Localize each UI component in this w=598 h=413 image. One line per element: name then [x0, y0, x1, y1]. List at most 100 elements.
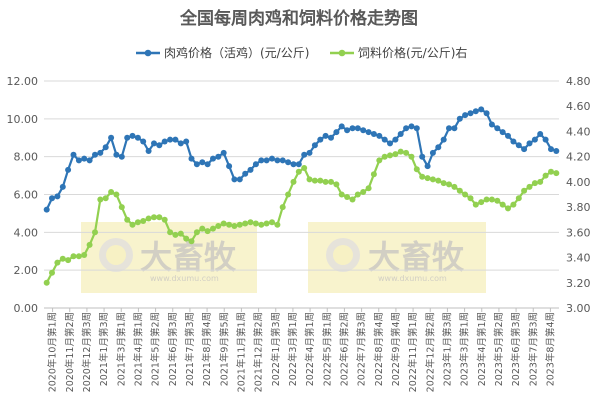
y-right-tick-label: 3.20 — [566, 277, 591, 290]
data-point — [521, 187, 528, 194]
data-point — [263, 220, 270, 227]
x-axis: 2020年10月第1周 2020年11月第2周 2020年12月第3周 2021年1月… — [44, 307, 559, 392]
data-point — [172, 231, 179, 238]
data-point — [370, 171, 377, 178]
data-point — [338, 123, 345, 130]
data-point — [360, 189, 367, 195]
data-point — [392, 136, 399, 143]
x-tick-label: 2023年6月第3周 — [510, 312, 522, 386]
data-point — [510, 138, 517, 145]
data-point — [70, 253, 77, 260]
data-point — [317, 177, 324, 184]
y-axis-left: 0.00 2.00 4.00 6.00 8.00 10.00 12.00 — [7, 75, 39, 315]
data-point — [462, 112, 469, 119]
data-point — [129, 132, 136, 139]
data-point — [451, 183, 458, 190]
data-point — [167, 229, 174, 236]
data-point — [488, 121, 495, 128]
data-point — [311, 177, 318, 184]
data-point — [424, 175, 431, 182]
y-right-tick-label: 3.80 — [566, 201, 591, 214]
y-right-tick-label: 4.40 — [566, 125, 591, 138]
data-point — [392, 151, 399, 158]
y-right-tick-label: 3.60 — [566, 226, 591, 239]
legend: 肉鸡价格（活鸡）(元/公斤) 饲料价格(元/公斤)右 — [136, 45, 467, 60]
data-point — [70, 151, 77, 158]
data-point — [54, 259, 61, 266]
data-point — [118, 153, 125, 160]
data-point — [285, 191, 292, 198]
data-point — [322, 132, 329, 139]
data-point — [226, 221, 233, 228]
data-point — [413, 125, 420, 132]
data-point — [75, 157, 82, 164]
data-point — [193, 229, 200, 236]
data-point — [408, 123, 415, 130]
data-point — [526, 140, 533, 147]
watermark-url: www.dxumu.com — [378, 274, 447, 283]
y-right-tick-label: 4.00 — [566, 176, 591, 189]
data-point — [285, 159, 292, 166]
x-tick-label: 2021年6月第3周 — [167, 312, 179, 386]
data-point — [151, 214, 157, 221]
data-point — [43, 206, 50, 213]
data-point — [295, 161, 302, 168]
data-point — [403, 125, 410, 132]
x-tick-label: 2020年12月第3周 — [81, 312, 93, 392]
data-point — [65, 166, 72, 173]
data-point — [381, 136, 388, 143]
x-tick-label: 2022年5月第1周 — [321, 312, 333, 386]
data-point — [349, 196, 356, 203]
y-right-tick-label: 3.00 — [566, 302, 591, 315]
data-point — [177, 230, 184, 237]
data-point — [134, 134, 141, 141]
data-point — [354, 191, 361, 198]
x-tick-label: 2023年8月第4周 — [544, 312, 556, 386]
data-point — [505, 205, 511, 212]
data-point — [258, 221, 265, 228]
data-point — [236, 176, 243, 183]
data-point — [376, 132, 383, 139]
data-point — [97, 149, 104, 156]
data-point — [429, 176, 436, 183]
data-point — [456, 187, 463, 194]
y-left-tick-label: 10.00 — [7, 113, 39, 126]
data-point — [161, 138, 168, 145]
data-point — [113, 191, 120, 198]
data-point — [156, 214, 163, 221]
x-tick-label: 2021年3月第1周 — [115, 312, 127, 386]
x-tick-label: 2022年8月第4周 — [373, 312, 385, 386]
data-point — [279, 204, 286, 211]
legend-label-feed: 饲料价格(元/公斤)右 — [358, 45, 467, 60]
data-point — [97, 196, 104, 203]
data-point — [49, 195, 55, 202]
data-point — [531, 180, 538, 187]
x-tick-label: 2022年6月第2周 — [338, 312, 350, 386]
data-point — [435, 177, 442, 184]
data-point — [542, 172, 549, 179]
data-point — [446, 125, 452, 132]
data-point — [403, 149, 410, 156]
legend-label-chicken: 肉鸡价格（活鸡）(元/公斤) — [164, 45, 309, 60]
data-point — [301, 165, 308, 171]
legend-marker-chicken — [144, 49, 152, 57]
data-point — [494, 125, 501, 132]
data-point — [247, 219, 254, 226]
data-point — [537, 178, 544, 185]
data-point — [177, 140, 184, 147]
data-point — [553, 148, 560, 154]
data-point — [54, 193, 61, 200]
x-tick-label: 2022年9月第4周 — [390, 312, 402, 386]
data-point — [499, 201, 506, 208]
data-point — [86, 241, 93, 248]
x-tick-label: 2020年11月第2周 — [64, 312, 76, 392]
data-point — [65, 257, 72, 264]
data-point — [467, 110, 474, 117]
data-point — [188, 238, 195, 245]
x-tick-label: 2022年3月第1周 — [287, 312, 299, 386]
x-tick-label: 2021年5月第2周 — [150, 312, 162, 386]
x-tick-label: 2021年11月第1周 — [235, 312, 247, 392]
data-point — [295, 168, 302, 175]
data-point — [269, 155, 275, 162]
data-point — [306, 176, 313, 183]
